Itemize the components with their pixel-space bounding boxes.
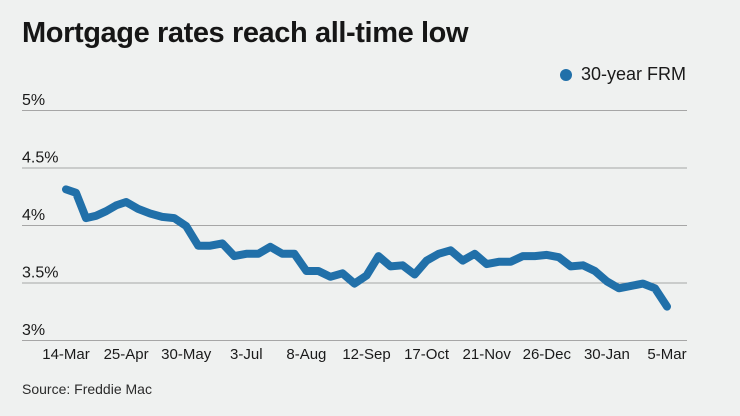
x-axis-label: 30-Jan xyxy=(584,346,630,363)
y-axis-label: 3.5% xyxy=(22,265,58,282)
x-axis-label: 8-Aug xyxy=(286,346,326,363)
y-axis-label: 4% xyxy=(22,207,45,224)
x-axis-label: 21-Nov xyxy=(463,346,512,363)
data-line-30-year-frm xyxy=(62,185,671,311)
y-axis-label: 4.5% xyxy=(22,150,58,167)
y-axis-label: 5% xyxy=(22,92,45,109)
x-axis-label: 17-Oct xyxy=(404,346,450,363)
legend-label: 30-year FRM xyxy=(581,64,687,84)
x-axis-label: 26-Dec xyxy=(523,346,572,363)
x-axis-label: 14-Mar xyxy=(42,346,90,363)
y-axis-label: 3% xyxy=(22,322,45,339)
chart-title: Mortgage rates reach all-time low xyxy=(22,17,469,49)
x-axis-label: 30-May xyxy=(161,346,212,363)
x-axis-label: 25-Apr xyxy=(104,346,149,363)
legend-dot-icon xyxy=(560,68,572,81)
x-axis-label: 5-Mar xyxy=(647,346,686,363)
x-axis-label: 3-Jul xyxy=(230,346,263,363)
x-axis-label: 12-Sep xyxy=(342,346,390,363)
legend: 30-year FRM xyxy=(560,64,686,85)
source-note: Source: Freddie Mac xyxy=(22,381,152,397)
